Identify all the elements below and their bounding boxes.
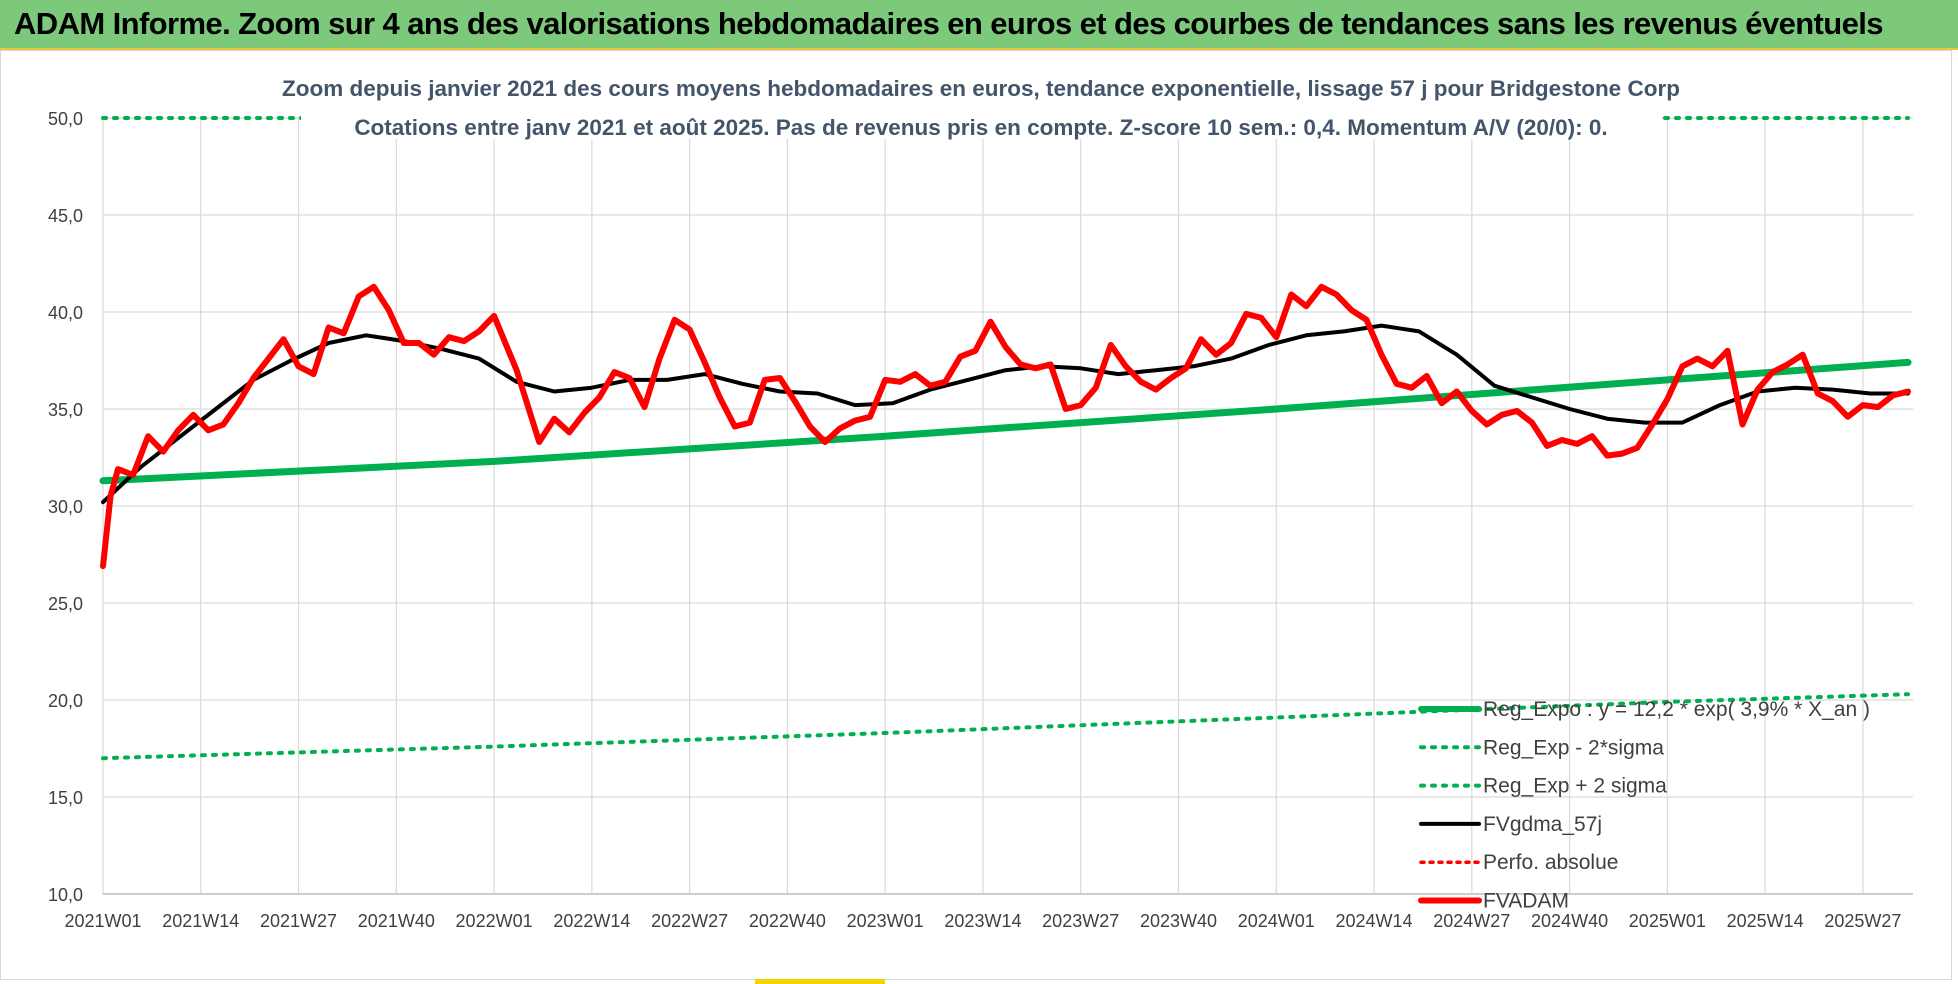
x-tick-label: 2021W40 <box>358 911 435 931</box>
legend-label-reg-exp-2-sigma: Reg_Exp + 2 sigma <box>1483 775 1667 798</box>
x-tick-label: 2024W40 <box>1531 911 1608 931</box>
y-tick-label: 35,0 <box>48 400 83 420</box>
legend-label-reg-expo-y-12-2-exp-3-9-x-an: Reg_Expo : y = 12,2 * exp( 3,9% * X_an ) <box>1483 698 1870 721</box>
legend-label-perfo-absolue: Perfo. absolue <box>1483 851 1618 874</box>
x-tick-label: 2024W27 <box>1433 911 1510 931</box>
x-tick-label: 2022W14 <box>553 911 630 931</box>
x-tick-label: 2023W01 <box>847 911 924 931</box>
page-title: ADAM Informe. Zoom sur 4 ans des valoris… <box>14 6 1884 41</box>
legend-label-fvgdma-57j: FVgdma_57j <box>1483 813 1602 836</box>
y-tick-label: 30,0 <box>48 497 83 517</box>
legend-label-fvadam: FVADAM <box>1483 890 1569 913</box>
x-tick-label: 2025W27 <box>1824 911 1901 931</box>
header-banner: ADAM Informe. Zoom sur 4 ans des valoris… <box>0 0 1958 50</box>
x-tick-label: 2024W14 <box>1335 911 1412 931</box>
chart-title: Zoom depuis janvier 2021 des cours moyen… <box>282 76 1680 101</box>
x-tick-label: 2023W14 <box>944 911 1021 931</box>
series <box>99 116 1912 761</box>
x-tick-label: 2025W14 <box>1727 911 1804 931</box>
y-tick-label: 40,0 <box>48 303 83 323</box>
x-tick-label: 2023W27 <box>1042 911 1119 931</box>
y-tick-label: 45,0 <box>48 206 83 226</box>
gridlines <box>102 117 1913 895</box>
series-line-reg-exp-2-sigma <box>101 692 1910 761</box>
series-line-reg-expo-y-12-2-exp-3-9-x-an <box>99 358 1912 485</box>
x-tick-label: 2022W40 <box>749 911 826 931</box>
chart-frame: 10,0 15,0 20,0 25,0 30,0 35,0 40,0 45,0 50,0 2021… <box>0 50 1952 980</box>
y-tick-label: 15,0 <box>48 788 83 808</box>
y-tick-label: 10,0 <box>48 885 83 905</box>
x-tick-label: 2021W14 <box>162 911 239 931</box>
series-line-fvgdma-57j <box>101 323 1910 505</box>
x-tick-label: 2023W40 <box>1140 911 1217 931</box>
legend: Reg_Expo : y = 12,2 * exp( 3,9% * X_an )… <box>1418 698 1870 913</box>
bottom-accent-bar <box>755 979 885 984</box>
chart-titles: Zoom depuis janvier 2021 des cours moyen… <box>282 59 1680 140</box>
chart-svg: 10,0 15,0 20,0 25,0 30,0 35,0 40,0 45,0 50,0 2021… <box>48 59 1913 931</box>
chart-subtitle: Cotations entre janv 2021 et août 2025. … <box>354 115 1607 140</box>
y-tick-label: 50,0 <box>48 109 83 129</box>
axes: 10,0 15,0 20,0 25,0 30,0 35,0 40,0 45,0 50,0 2021… <box>48 109 1913 931</box>
x-tick-label: 2022W01 <box>456 911 533 931</box>
x-tick-label: 2024W01 <box>1238 911 1315 931</box>
y-tick-label: 25,0 <box>48 594 83 614</box>
y-tick-label: 20,0 <box>48 691 83 711</box>
x-tick-label: 2021W27 <box>260 911 337 931</box>
x-tick-label: 2025W01 <box>1629 911 1706 931</box>
x-tick-label: 2022W27 <box>651 911 728 931</box>
legend-label-reg-exp-2-sigma: Reg_Exp - 2*sigma <box>1483 736 1664 759</box>
x-tick-label: 2021W01 <box>64 911 141 931</box>
series-line-fvadam <box>100 283 1911 570</box>
